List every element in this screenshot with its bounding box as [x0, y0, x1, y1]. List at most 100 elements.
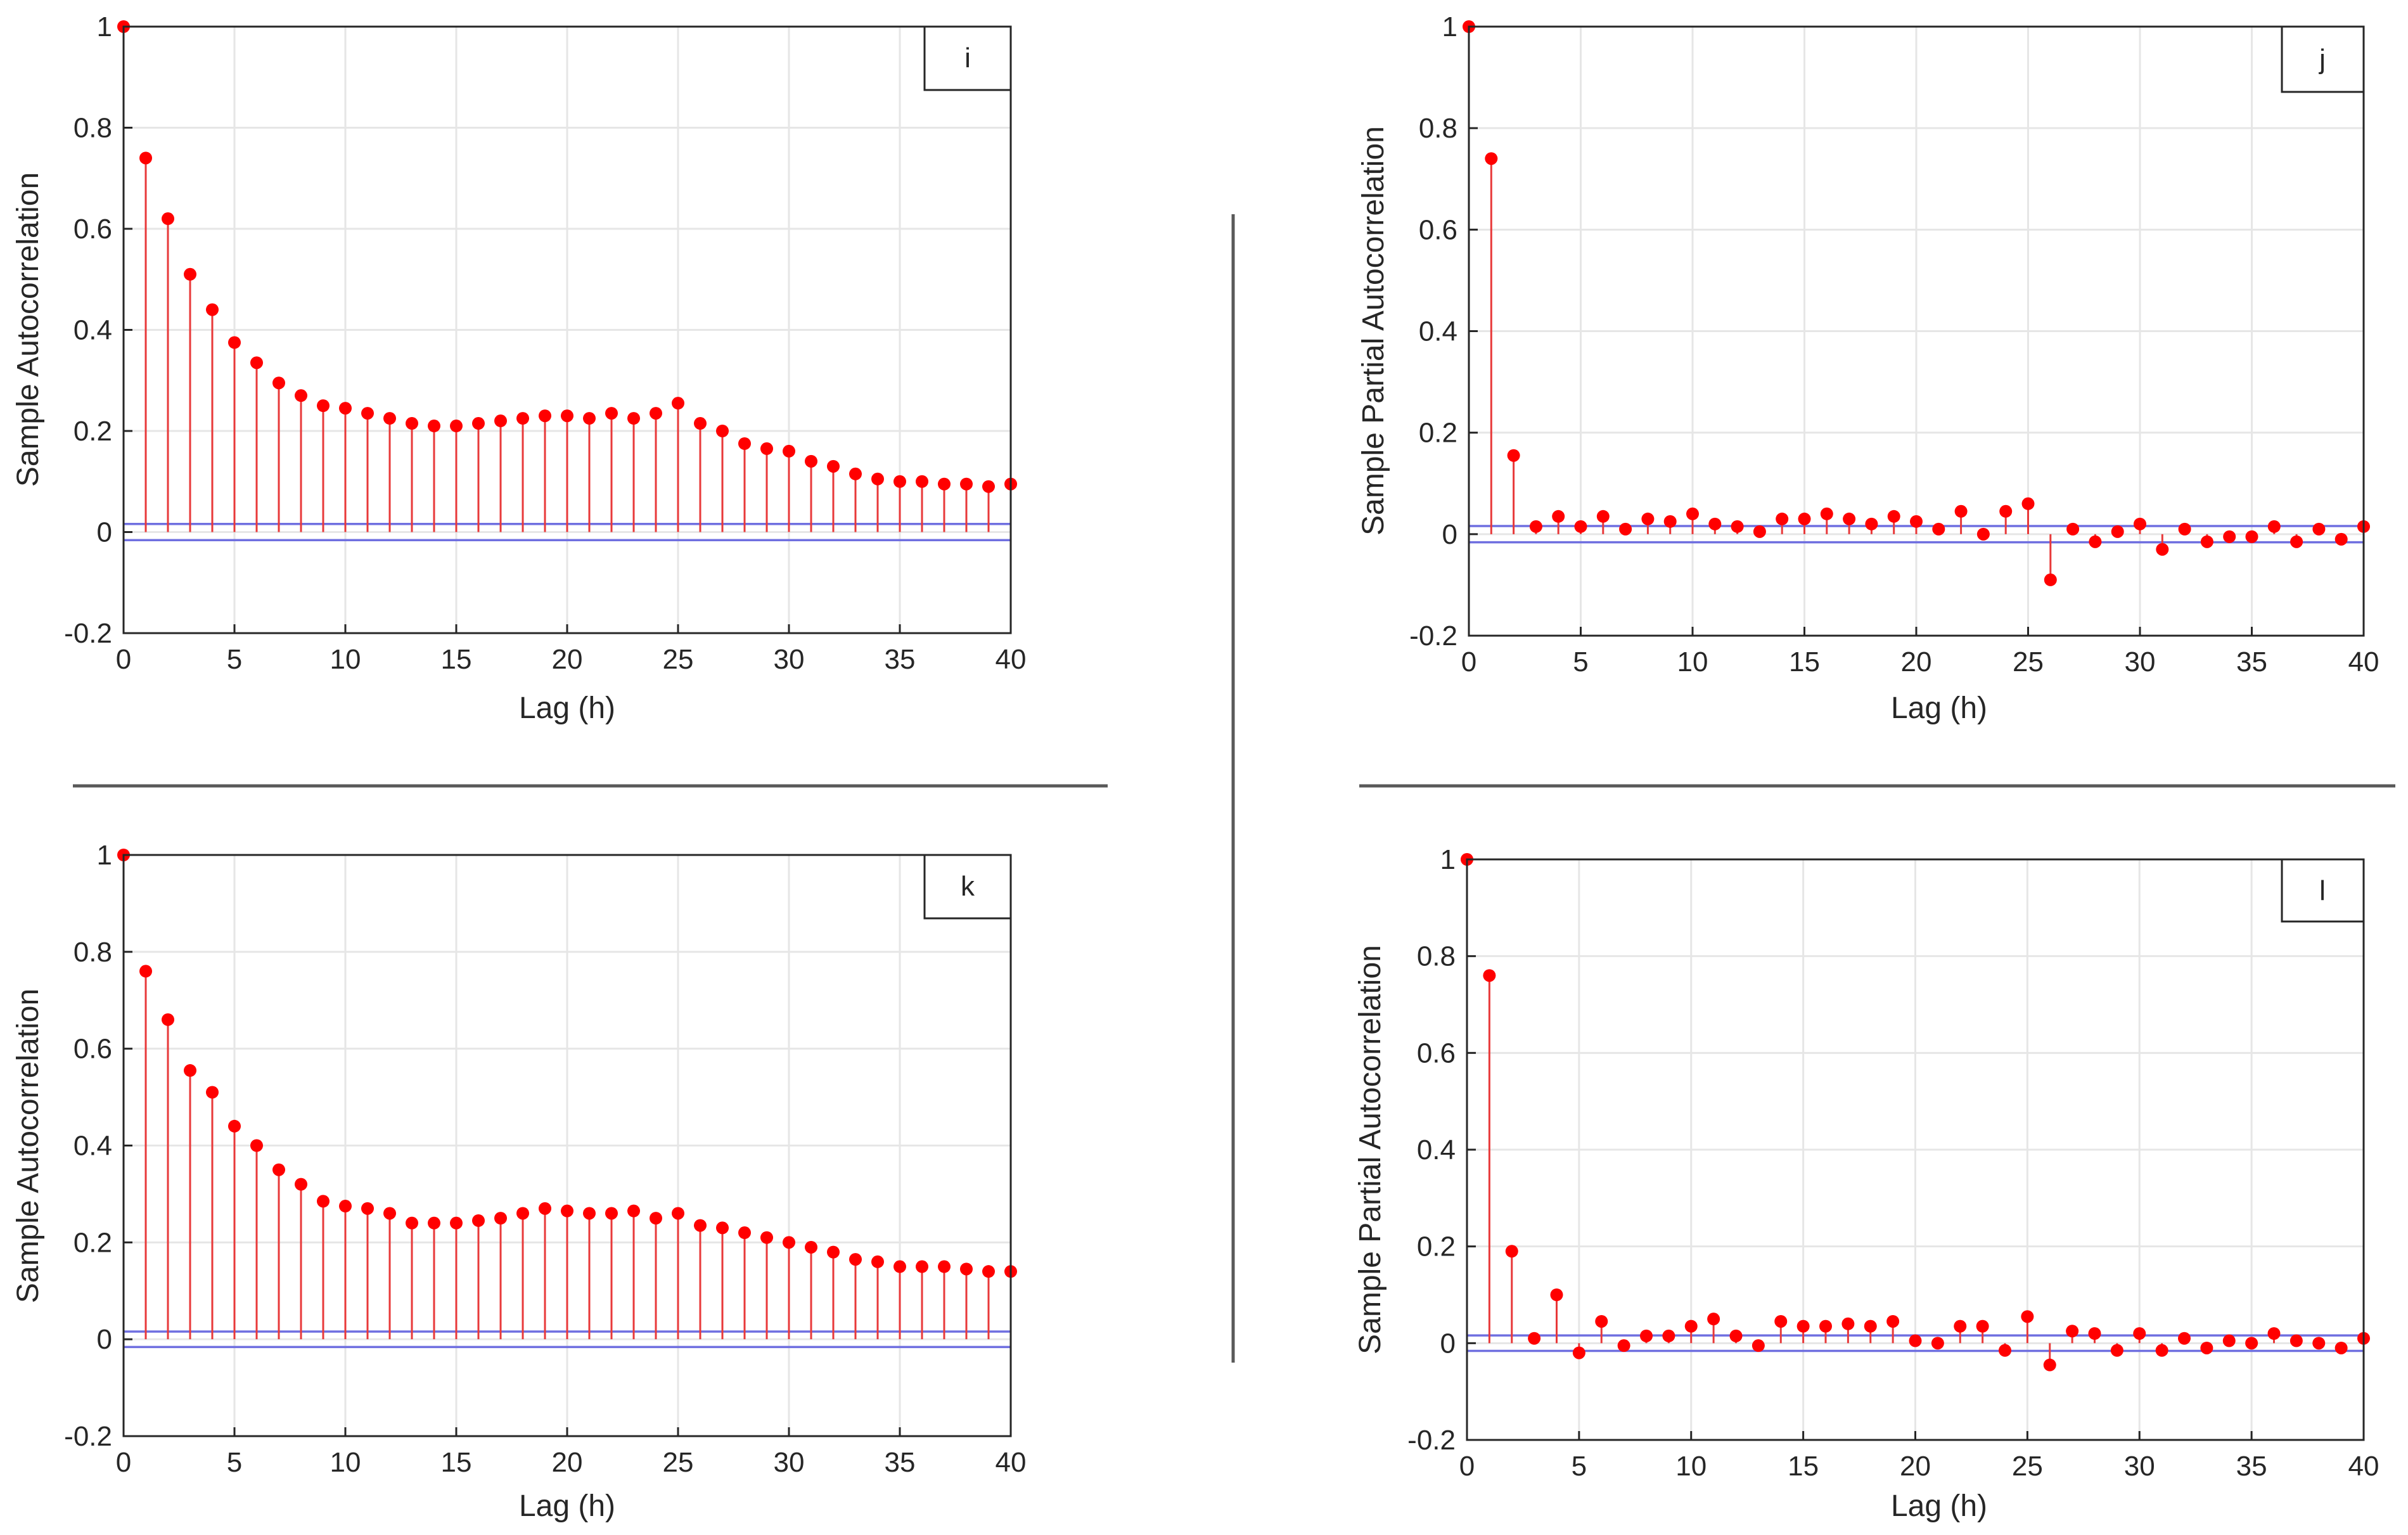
stem-marker — [627, 1204, 640, 1217]
panel-label: j — [2318, 44, 2326, 75]
x-tick-label: 30 — [2125, 646, 2156, 678]
stem-marker — [494, 1212, 507, 1225]
stem-marker — [694, 1219, 707, 1232]
stem-marker — [1485, 152, 1498, 165]
x-tick-label: 20 — [552, 1447, 583, 1478]
stem-marker — [1999, 1344, 2011, 1357]
stem-marker — [317, 399, 330, 413]
x-tick-label: 35 — [2236, 646, 2267, 678]
stem-marker — [1753, 525, 1766, 538]
stem-marker — [1619, 522, 1632, 536]
x-tick-label: 20 — [1901, 646, 1932, 678]
stem-marker — [383, 412, 396, 425]
stem-marker — [2200, 1341, 2213, 1354]
stem-marker — [2245, 1337, 2258, 1350]
panel-label-box — [923, 854, 1012, 920]
stem-marker — [1819, 1320, 1832, 1333]
stem-marker — [2021, 1310, 2034, 1323]
y-tick-label: 1 — [97, 11, 112, 42]
y-tick-label: -0.2 — [1409, 620, 1457, 652]
stem-marker — [716, 425, 729, 437]
stem-marker — [1954, 1320, 1967, 1333]
x-tick-label: 0 — [1459, 1451, 1475, 1482]
stem-marker — [1932, 522, 1945, 536]
y-tick-label: 0.4 — [74, 1131, 112, 1162]
stem-marker — [428, 420, 440, 433]
stem-marker — [2245, 530, 2258, 543]
stem-marker — [2066, 522, 2080, 536]
stem-marker — [1707, 1313, 1720, 1326]
stem-marker — [2155, 1344, 2168, 1357]
y-tick-label: 0 — [97, 1324, 112, 1355]
stem-marker — [605, 407, 618, 420]
stem-marker — [2334, 1341, 2348, 1354]
x-tick-label: 35 — [885, 644, 916, 675]
stem-marker — [2178, 522, 2191, 536]
chart-panel-j: 0 5 10 15 20 25 30 35 40 -0.200.20.40.60.81 j La… — [1357, 11, 2379, 725]
stem-marker — [2223, 530, 2236, 543]
stem-marker — [539, 409, 551, 423]
stem-marker — [1887, 510, 1900, 523]
stem-marker — [1686, 507, 1699, 520]
stem-marker — [871, 1255, 884, 1268]
panel-label-box — [2281, 25, 2365, 93]
stem-marker — [361, 1202, 374, 1215]
stem-marker — [1617, 1339, 1630, 1352]
x-axis-label: Lag (h) — [1891, 1489, 1987, 1523]
stem-marker — [1572, 1346, 1585, 1359]
panel-label: l — [2319, 875, 2326, 906]
y-tick-label: 0.2 — [74, 1227, 112, 1258]
stem-marker — [583, 412, 596, 425]
stem-marker — [605, 1207, 618, 1220]
stem-marker — [139, 151, 152, 165]
y-tick-label: 0.8 — [1419, 113, 1457, 144]
stem-marker — [672, 397, 684, 410]
x-tick-label: 25 — [2012, 1451, 2043, 1482]
stem-marker — [472, 1214, 485, 1227]
stem-marker — [2290, 535, 2303, 548]
x-tick-label: 5 — [227, 1447, 242, 1478]
stem-marker — [295, 389, 307, 402]
stem-marker — [1776, 512, 1789, 525]
stem-marker — [2066, 1325, 2079, 1338]
stem-marker — [738, 1226, 751, 1240]
stem-marker — [1954, 504, 1968, 518]
stem-marker — [162, 1013, 174, 1026]
stem-marker — [938, 1260, 951, 1273]
stem-marker — [2044, 573, 2057, 586]
stem-marker — [1550, 1288, 1563, 1301]
x-tick-label: 40 — [996, 1447, 1027, 1478]
x-tick-label: 25 — [663, 644, 694, 675]
x-tick-label: 25 — [2013, 646, 2044, 678]
y-tick-label: 1 — [1440, 844, 1456, 875]
stem-marker — [139, 965, 152, 978]
stem-marker — [760, 442, 773, 455]
stem-marker — [2111, 525, 2124, 538]
x-tick-label: 30 — [2124, 1451, 2155, 1482]
stem-marker — [760, 1231, 773, 1244]
stem-marker — [1684, 1320, 1698, 1333]
stem-marker — [339, 1200, 352, 1213]
stem-marker — [849, 467, 862, 480]
stem-marker — [2267, 1327, 2281, 1340]
x-tick-label: 20 — [552, 644, 583, 675]
y-tick-label: 0.6 — [1417, 1037, 1456, 1069]
y-axis-label: Sample Autocorrelation — [11, 989, 45, 1303]
x-tick-label: 15 — [1789, 646, 1820, 678]
panel-label: k — [961, 871, 975, 902]
x-axis-label: Lag (h) — [519, 1489, 615, 1523]
stem-marker — [2134, 517, 2146, 530]
stem-marker — [2021, 497, 2035, 510]
stem-marker — [1528, 1332, 1541, 1345]
stem-marker — [1529, 520, 1542, 533]
x-tick-label: 20 — [1900, 1451, 1931, 1482]
stem-marker — [162, 212, 174, 226]
x-tick-label: 15 — [441, 644, 472, 675]
stem-marker — [428, 1216, 440, 1230]
y-tick-label: -0.2 — [64, 618, 112, 649]
stem-marker — [2290, 1334, 2303, 1347]
stem-marker — [206, 303, 219, 316]
stem-marker — [1574, 520, 1587, 533]
stem-marker — [539, 1202, 551, 1215]
